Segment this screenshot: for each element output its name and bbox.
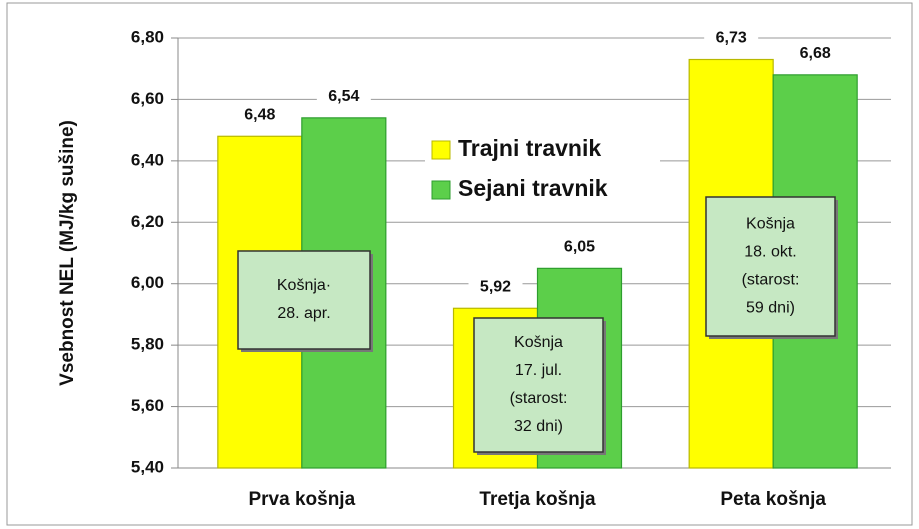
legend-swatch: [431, 140, 451, 160]
y-tick-label: 5,40: [131, 457, 164, 476]
annotation-text: Košnja: [746, 216, 795, 233]
x-tick-label: Prva košnja: [248, 489, 355, 510]
legend-swatch: [431, 180, 451, 200]
annotation-text: (starost:: [510, 390, 568, 407]
value-label-bg: [468, 275, 523, 298]
annotation-text: Košnja: [514, 334, 563, 351]
value-label-bg: [316, 84, 371, 107]
annotation-box: [705, 196, 836, 337]
y-axis-label: Vsebnost NEL (MJ/kg sušine): [57, 120, 78, 386]
legend-label: Trajni travnik: [458, 135, 601, 161]
value-label: 5,92: [480, 279, 511, 296]
value-label-bg: [788, 41, 843, 64]
y-tick-label: 6,80: [131, 27, 164, 46]
y-tick-label: 5,80: [131, 335, 164, 354]
value-label-bg: [704, 26, 759, 49]
y-tick-label: 6,00: [131, 273, 164, 292]
annotation-text: 32 dni): [514, 418, 563, 435]
value-label-bg: [552, 235, 607, 258]
x-tick-label: Peta košnja: [720, 489, 826, 510]
x-tick-label: Tretja košnja: [479, 489, 596, 510]
value-label: 6,48: [244, 107, 275, 124]
annotation-text: Košnja·: [277, 277, 331, 294]
y-tick-label: 6,60: [131, 89, 164, 108]
value-label: 6,05: [564, 239, 595, 256]
annotation-text: (starost:: [742, 272, 800, 289]
annotation-text: 18. okt.: [744, 244, 796, 261]
value-label: 6,54: [328, 88, 359, 105]
annotation-box: [237, 250, 371, 350]
annotation-text: 17. jul.: [515, 362, 562, 379]
legend-bg: [425, 130, 660, 210]
value-label: 6,68: [800, 45, 831, 62]
y-tick-label: 6,20: [131, 212, 164, 231]
annotation-text: 59 dni): [746, 300, 795, 317]
legend-label: Sejani travnik: [458, 175, 608, 201]
y-tick-label: 5,60: [131, 396, 164, 415]
y-tick-label: 6,40: [131, 150, 164, 169]
annotation-box: [473, 317, 604, 453]
annotation-text: 28. apr.: [277, 305, 330, 322]
value-label: 6,73: [716, 30, 747, 47]
value-label-bg: [232, 103, 287, 126]
